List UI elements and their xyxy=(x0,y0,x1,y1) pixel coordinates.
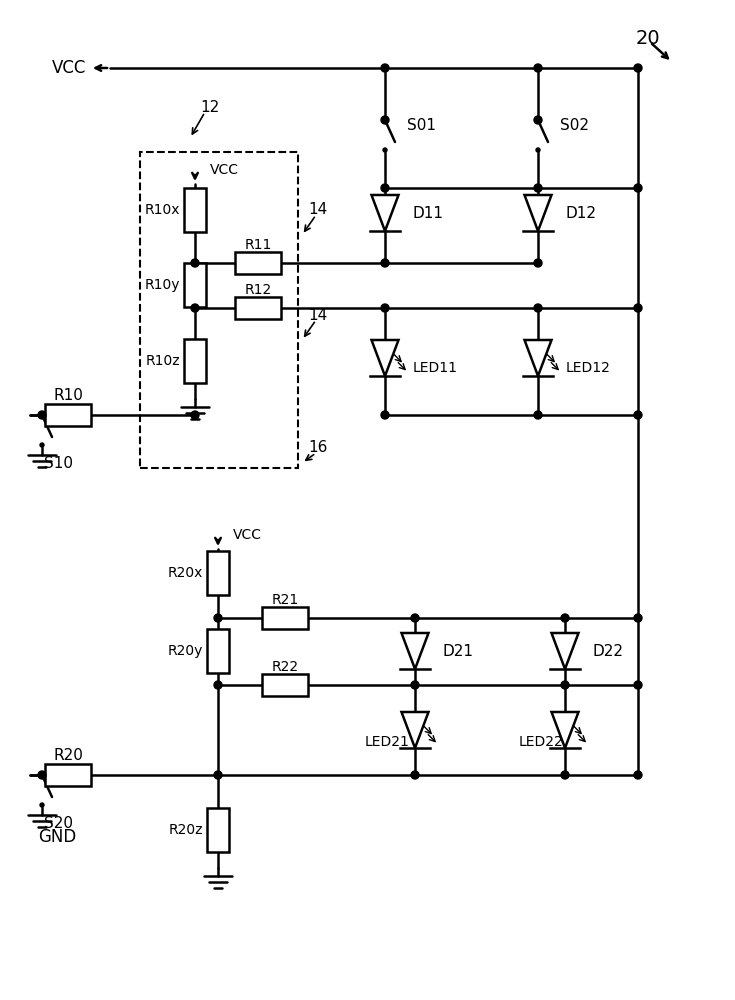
Circle shape xyxy=(534,184,542,192)
Text: LED12: LED12 xyxy=(566,361,611,375)
Circle shape xyxy=(634,64,642,72)
Circle shape xyxy=(214,771,222,779)
Text: 20: 20 xyxy=(636,28,660,47)
Bar xyxy=(262,674,308,696)
Circle shape xyxy=(38,771,46,779)
Text: R20x: R20x xyxy=(168,566,203,580)
Circle shape xyxy=(383,148,387,152)
Text: LED21: LED21 xyxy=(365,735,410,749)
Circle shape xyxy=(381,411,389,419)
Text: R11: R11 xyxy=(244,238,272,252)
Bar xyxy=(235,297,281,319)
Bar xyxy=(235,252,281,274)
Polygon shape xyxy=(401,712,429,748)
Text: 14: 14 xyxy=(309,202,328,218)
Circle shape xyxy=(634,771,642,779)
Polygon shape xyxy=(401,633,429,669)
Text: VCC: VCC xyxy=(233,528,262,542)
Circle shape xyxy=(40,803,44,807)
Text: R10z: R10z xyxy=(146,354,180,368)
Bar xyxy=(45,404,91,426)
Bar xyxy=(207,551,229,595)
Polygon shape xyxy=(551,712,578,748)
Text: VCC: VCC xyxy=(210,163,239,177)
Bar xyxy=(184,339,206,383)
Text: VCC: VCC xyxy=(51,59,86,77)
Text: R21: R21 xyxy=(271,593,298,607)
Text: R20y: R20y xyxy=(168,644,203,658)
Circle shape xyxy=(40,443,44,447)
Bar xyxy=(184,188,206,232)
Circle shape xyxy=(534,259,542,267)
Circle shape xyxy=(381,116,389,124)
Circle shape xyxy=(634,681,642,689)
Text: R10x: R10x xyxy=(145,203,180,217)
Text: GND: GND xyxy=(38,828,76,846)
Text: D12: D12 xyxy=(566,206,597,221)
Text: 12: 12 xyxy=(201,101,220,115)
Circle shape xyxy=(191,411,199,419)
Bar xyxy=(207,629,229,673)
Text: S02: S02 xyxy=(560,117,589,132)
Circle shape xyxy=(561,614,569,622)
Circle shape xyxy=(534,411,542,419)
Circle shape xyxy=(536,148,540,152)
Bar xyxy=(262,607,308,629)
Text: R22: R22 xyxy=(271,660,298,674)
Circle shape xyxy=(381,184,389,192)
Circle shape xyxy=(534,304,542,312)
Circle shape xyxy=(634,184,642,192)
Circle shape xyxy=(381,304,389,312)
Bar xyxy=(184,263,206,307)
Circle shape xyxy=(561,681,569,689)
Text: R10: R10 xyxy=(53,387,83,402)
Bar xyxy=(140,152,298,468)
Text: R20z: R20z xyxy=(168,823,203,837)
Circle shape xyxy=(634,304,642,312)
Circle shape xyxy=(38,411,46,419)
Circle shape xyxy=(561,771,569,779)
Circle shape xyxy=(214,681,222,689)
Circle shape xyxy=(411,614,419,622)
Circle shape xyxy=(634,614,642,622)
Polygon shape xyxy=(371,340,398,376)
Text: 14: 14 xyxy=(309,308,328,322)
Circle shape xyxy=(191,304,199,312)
Circle shape xyxy=(534,116,542,124)
Text: D21: D21 xyxy=(443,644,474,658)
Polygon shape xyxy=(371,195,398,231)
Polygon shape xyxy=(551,633,578,669)
Text: R20: R20 xyxy=(53,748,83,762)
Text: R10y: R10y xyxy=(145,278,180,292)
Text: 16: 16 xyxy=(308,440,328,456)
Circle shape xyxy=(191,259,199,267)
Circle shape xyxy=(534,64,542,72)
Text: D11: D11 xyxy=(413,206,444,221)
Text: LED11: LED11 xyxy=(413,361,458,375)
Text: S20: S20 xyxy=(44,816,73,830)
Polygon shape xyxy=(525,340,551,376)
Circle shape xyxy=(214,614,222,622)
Text: R12: R12 xyxy=(244,283,272,297)
Text: LED22: LED22 xyxy=(518,735,563,749)
Circle shape xyxy=(411,681,419,689)
Circle shape xyxy=(381,259,389,267)
Bar xyxy=(45,764,91,786)
Text: S10: S10 xyxy=(44,456,73,471)
Circle shape xyxy=(381,64,389,72)
Bar xyxy=(207,808,229,852)
Text: S01: S01 xyxy=(407,117,436,132)
Text: D22: D22 xyxy=(593,644,624,658)
Circle shape xyxy=(411,771,419,779)
Polygon shape xyxy=(525,195,551,231)
Circle shape xyxy=(634,411,642,419)
